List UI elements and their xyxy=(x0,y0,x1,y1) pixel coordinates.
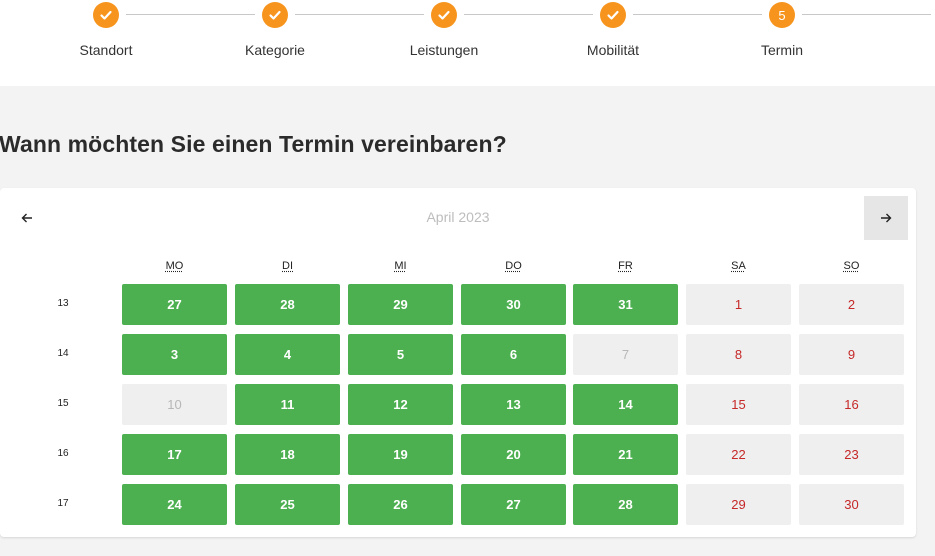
weekday-header: DO xyxy=(505,260,522,272)
week-number: 15 xyxy=(57,398,69,409)
step-connector xyxy=(464,14,593,15)
calendar-day[interactable]: 6 xyxy=(461,334,566,375)
page-title: Wann möchten Sie einen Termin vereinbare… xyxy=(0,131,507,157)
calendar-day[interactable]: 31 xyxy=(573,284,678,325)
calendar-day: 15 xyxy=(686,384,791,425)
calendar-day[interactable]: 4 xyxy=(235,334,340,375)
weekday-header: FR xyxy=(618,260,633,272)
step-5[interactable]: 5 Termin xyxy=(702,0,862,58)
calendar-day[interactable]: 27 xyxy=(461,484,566,525)
arrow-left-icon xyxy=(21,213,32,223)
week-number: 17 xyxy=(57,498,69,509)
step-connector xyxy=(802,14,931,15)
next-month-button[interactable] xyxy=(864,196,908,240)
calendar-day[interactable]: 26 xyxy=(348,484,453,525)
step-4[interactable]: Mobilität xyxy=(533,0,693,58)
calendar-day: 29 xyxy=(686,484,791,525)
calendar-day[interactable]: 5 xyxy=(348,334,453,375)
step-2[interactable]: Kategorie xyxy=(195,0,355,58)
step-label: Mei xyxy=(871,42,935,58)
step-label: Leistungen xyxy=(409,42,479,58)
step-1[interactable]: Standort xyxy=(26,0,186,58)
weekday-header: DI xyxy=(282,260,293,272)
step-3[interactable]: Leistungen xyxy=(364,0,524,58)
calendar-day: 16 xyxy=(799,384,904,425)
calendar-day: 7 xyxy=(573,334,678,375)
week-number: 13 xyxy=(57,298,69,309)
progress-stepper: Standort Kategorie Leistungen Mobilität 5 Ter… xyxy=(0,0,935,86)
step-label: Mobilität xyxy=(586,42,640,58)
calendar-day: 23 xyxy=(799,434,904,475)
calendar-day[interactable]: 24 xyxy=(122,484,227,525)
weekday-header: MO xyxy=(165,260,184,272)
arrow-right-icon xyxy=(881,213,892,223)
calendar-day[interactable]: 14 xyxy=(573,384,678,425)
weekday-header: MI xyxy=(394,260,407,272)
weekday-header: SA xyxy=(731,260,746,272)
month-label: April 2023 xyxy=(426,209,490,225)
calendar-day: 8 xyxy=(686,334,791,375)
calendar: April 2023 MO DI MI DO FR SA SO 13 27 28 29 30 31 1 2 1… xyxy=(0,188,916,537)
checkmark-icon xyxy=(262,2,288,28)
calendar-day[interactable]: 20 xyxy=(461,434,566,475)
checkmark-icon xyxy=(93,2,119,28)
step-label: Kategorie xyxy=(245,42,305,58)
calendar-day[interactable]: 25 xyxy=(235,484,340,525)
step-connector xyxy=(295,14,424,15)
calendar-day: 2 xyxy=(799,284,904,325)
calendar-day[interactable]: 17 xyxy=(122,434,227,475)
step-connector xyxy=(126,14,255,15)
step-label: Termin xyxy=(760,42,803,58)
weekday-header: SO xyxy=(843,260,860,272)
calendar-day[interactable]: 27 xyxy=(122,284,227,325)
week-number: 16 xyxy=(57,448,69,459)
previous-month-button[interactable] xyxy=(5,196,49,240)
calendar-day: 22 xyxy=(686,434,791,475)
calendar-day[interactable]: 13 xyxy=(461,384,566,425)
calendar-day: 30 xyxy=(799,484,904,525)
calendar-day[interactable]: 12 xyxy=(348,384,453,425)
calendar-day[interactable]: 3 xyxy=(122,334,227,375)
calendar-day: 9 xyxy=(799,334,904,375)
calendar-day[interactable]: 19 xyxy=(348,434,453,475)
calendar-day[interactable]: 18 xyxy=(235,434,340,475)
calendar-day[interactable]: 28 xyxy=(235,284,340,325)
calendar-day[interactable]: 29 xyxy=(348,284,453,325)
step-number: 5 xyxy=(769,2,795,28)
calendar-day[interactable]: 21 xyxy=(573,434,678,475)
checkmark-icon xyxy=(600,2,626,28)
week-number: 14 xyxy=(57,348,69,359)
calendar-day: 1 xyxy=(686,284,791,325)
step-label: Standort xyxy=(79,42,133,58)
calendar-day[interactable]: 30 xyxy=(461,284,566,325)
calendar-day: 10 xyxy=(122,384,227,425)
calendar-day[interactable]: 11 xyxy=(235,384,340,425)
calendar-day[interactable]: 28 xyxy=(573,484,678,525)
checkmark-icon xyxy=(431,2,457,28)
step-connector xyxy=(633,14,762,15)
step-6: Mei xyxy=(871,0,935,58)
